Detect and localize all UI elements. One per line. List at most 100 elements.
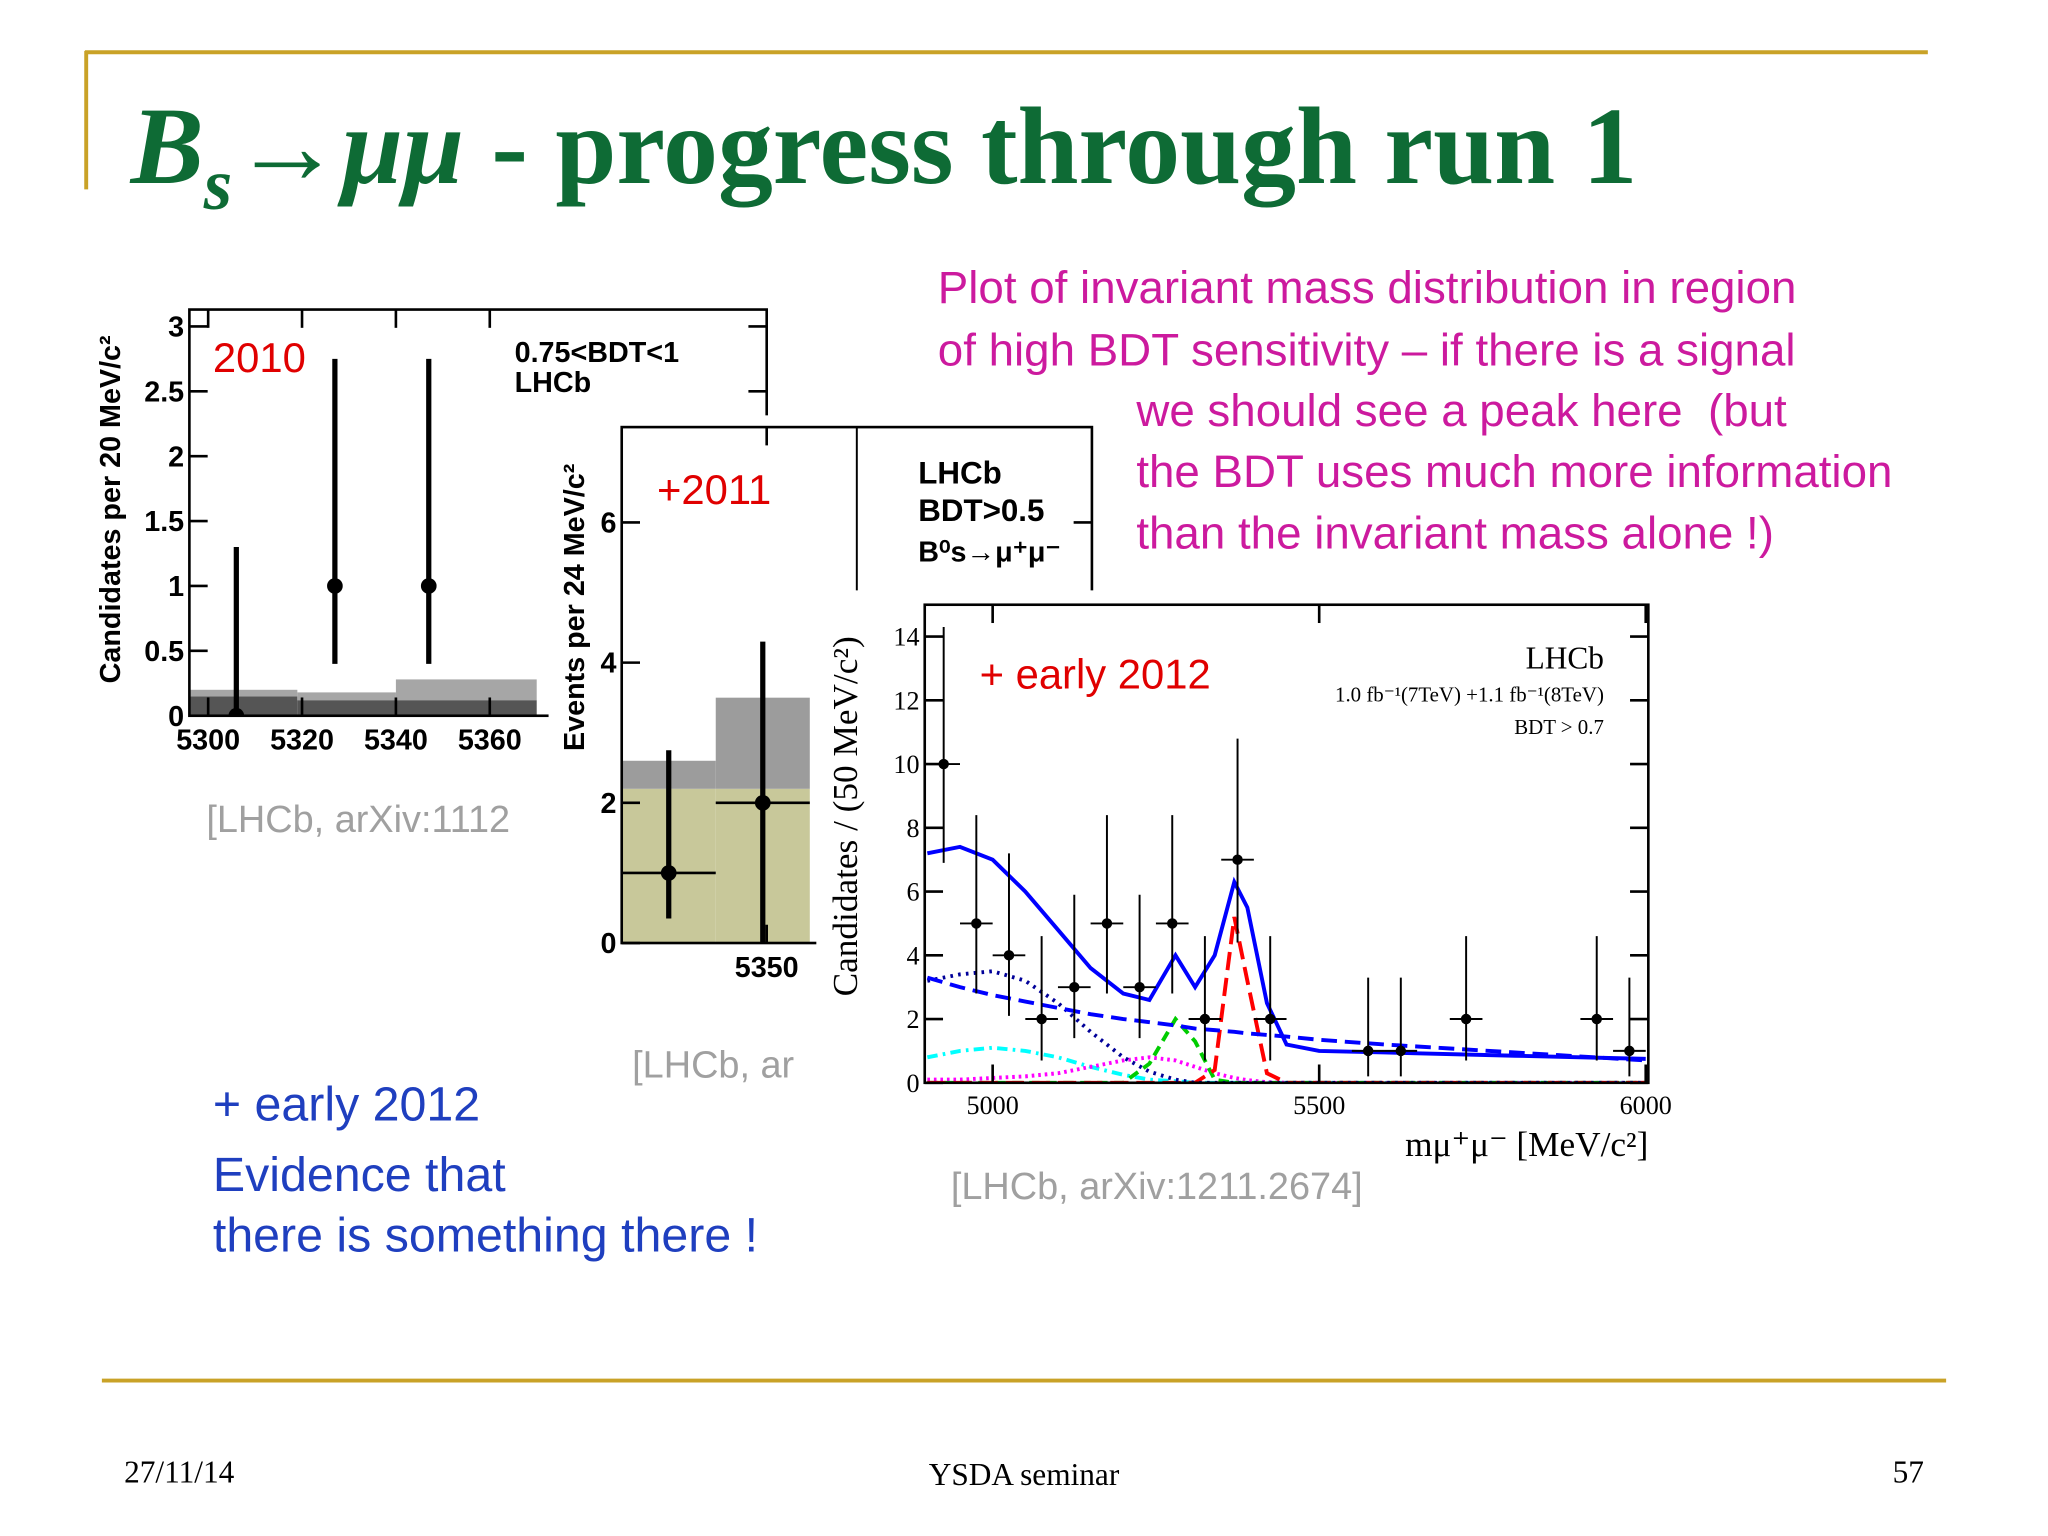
panel-background — [816, 590, 1692, 1172]
fit-curve — [927, 1055, 1646, 1083]
annotation: + early 2012 — [980, 650, 1211, 697]
citation: [LHCb, ar — [632, 1045, 794, 1087]
y-tick-label: 6 — [601, 507, 617, 539]
data-point — [971, 918, 982, 929]
y-tick-label: 14 — [893, 623, 919, 652]
y-tick-label: 3 — [168, 311, 184, 343]
annotation: B⁰s→μ⁺μ⁻ — [918, 537, 1060, 569]
summary: + early 2012 Evidence that there is some… — [213, 1078, 758, 1263]
y-tick-label: 0 — [168, 701, 184, 733]
fit-curve — [927, 1015, 1646, 1083]
annotation: +2011 — [657, 466, 771, 513]
data-point — [228, 707, 245, 716]
x-tick-label: 5340 — [364, 725, 428, 757]
data-point — [754, 794, 771, 811]
footer-date: 27/11/14 — [124, 1454, 235, 1489]
note-line: than the invariant mass alone !) — [1136, 508, 1774, 559]
y-tick-label: 8 — [906, 814, 919, 843]
data-point — [420, 578, 437, 594]
y-axis-label: Candidates / (50 MeV/c²) — [826, 636, 865, 996]
fit-curve — [926, 1045, 1646, 1083]
annotation: LHCb — [515, 367, 592, 399]
charts: 0 0.5 1 1.5 2 2.5 3 5300 5320 5340 5360 Candidates … — [91, 293, 1692, 1208]
y-tick-label: 1.5 — [144, 506, 184, 538]
slide-title: Bs→μμ - progress through run 1 — [129, 85, 1638, 225]
fit-curve — [926, 844, 1646, 1061]
y-tick-label: 1 — [168, 571, 184, 603]
annotation: BDT>0.5 — [918, 493, 1044, 528]
y-tick-label: 4 — [906, 941, 919, 970]
annotation: 0.75<BDT<1 — [515, 337, 679, 369]
footer: 27/11/14 YSDA seminar 57 — [124, 1454, 1924, 1492]
y-tick-label: 2 — [601, 788, 617, 820]
title-sub: s — [203, 144, 232, 225]
title-arrow: →μμ — [232, 85, 464, 207]
y-tick-label: 10 — [893, 750, 919, 779]
summary-line: Evidence that — [213, 1148, 506, 1202]
chart-panel: 0 2 4 6 8 10 12 14 5000 5500 6000 Candidates / (50 … — [816, 590, 1692, 1208]
data-point — [1199, 1013, 1211, 1025]
summary-line: + early 2012 — [213, 1078, 480, 1132]
data-point — [1591, 1013, 1602, 1025]
plot-area — [189, 358, 537, 716]
x-tick-label: 5000 — [967, 1091, 1019, 1120]
histogram-bar — [395, 679, 537, 701]
title-b: B — [129, 85, 204, 207]
data-point — [1101, 918, 1113, 929]
data-point — [1167, 918, 1178, 929]
annotation: BDT > 0.7 — [1514, 715, 1604, 739]
y-axis-label: Events per 24 MeV/c² — [559, 464, 591, 751]
y-tick-label: 2.5 — [144, 376, 184, 408]
annotation: 1.0 fb⁻¹(7TeV) +1.1 fb⁻¹(8TeV) — [1335, 682, 1604, 706]
data-point — [327, 578, 343, 594]
citation: [LHCb, arXiv:1211.2674] — [951, 1166, 1363, 1208]
y-tick-label: 0.5 — [144, 636, 184, 668]
data-point — [1460, 1013, 1472, 1025]
frame — [923, 603, 1650, 1085]
y-tick-label: 12 — [893, 686, 919, 715]
y-tick-label: 2 — [168, 441, 184, 473]
annotation: LHCb — [1526, 641, 1604, 676]
y-axis-label: Candidates per 20 MeV/c² — [95, 335, 127, 683]
x-tick-label: 5360 — [458, 725, 522, 757]
note: Plot of invariant mass distribution in r… — [938, 262, 1893, 559]
citation: [LHCb, arXiv:1112 — [206, 799, 510, 841]
histogram-bar — [189, 696, 298, 716]
note-line: we should see a peak here (but — [1135, 385, 1787, 436]
annotation: 2010 — [213, 334, 306, 381]
note-line: the BDT uses much more information — [1136, 446, 1892, 497]
note-line: of high BDT sensitivity – if there is a … — [938, 325, 1796, 376]
x-tick-label: 6000 — [1620, 1091, 1672, 1120]
note-line: Plot of invariant mass distribution in r… — [938, 262, 1797, 313]
data-point — [1036, 1013, 1047, 1025]
summary-line: there is something there ! — [213, 1208, 758, 1262]
data-point — [1232, 854, 1243, 865]
annotation: LHCb — [918, 455, 1002, 490]
x-axis-label: mμ⁺μ⁻ [MeV/c²] — [1405, 1125, 1648, 1164]
data-point — [1069, 981, 1080, 993]
histogram-bar — [189, 689, 298, 697]
plot-area — [621, 427, 858, 944]
fit-curve — [926, 975, 1646, 1063]
footer-page: 57 — [1893, 1454, 1924, 1489]
data-point — [1134, 981, 1145, 993]
histogram-bar — [297, 700, 396, 716]
data-point — [1003, 950, 1015, 961]
histogram-bar — [395, 700, 537, 716]
histogram-bar — [297, 692, 396, 701]
y-tick-label: 6 — [906, 878, 919, 907]
data-point — [660, 865, 677, 881]
data-point — [1395, 1045, 1407, 1057]
x-tick-label: 5300 — [176, 725, 240, 757]
y-tick-label: 4 — [601, 648, 617, 680]
x-tick-label: 5320 — [270, 725, 334, 757]
y-tick-label: 2 — [906, 1005, 919, 1034]
x-tick-label: 5350 — [735, 952, 799, 984]
y-tick-label: 0 — [906, 1069, 919, 1098]
title-rest: - progress through run 1 — [464, 85, 1637, 207]
footer-event: YSDA seminar — [929, 1457, 1120, 1492]
data-point — [1362, 1045, 1374, 1057]
data-point — [1264, 1013, 1276, 1025]
